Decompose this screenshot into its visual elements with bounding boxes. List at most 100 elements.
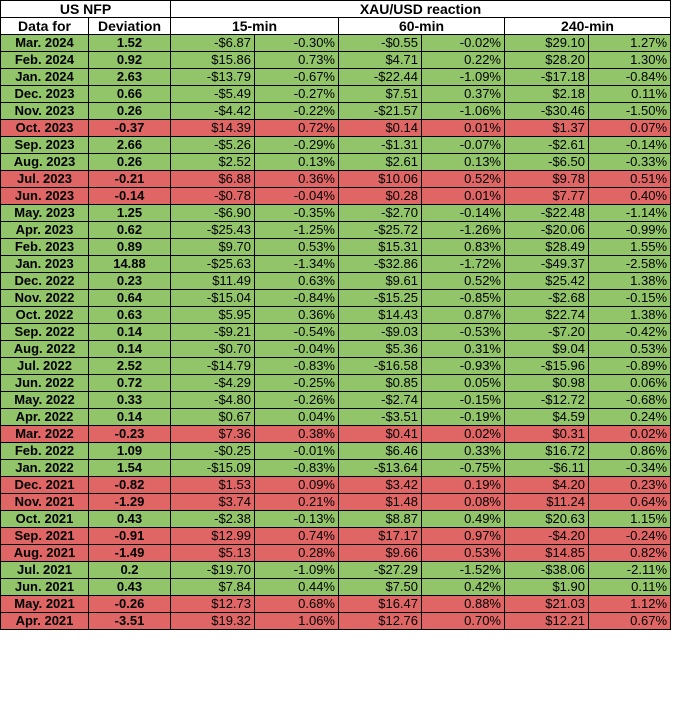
deviation-cell: 2.63 [88, 68, 171, 86]
change-240min-pct: -0.33% [587, 153, 672, 171]
change-15min-usd: $7.36 [170, 425, 255, 443]
date-cell: Oct. 2023 [0, 119, 89, 137]
change-15min-pct: 0.63% [254, 272, 339, 290]
change-240min-usd: $22.74 [504, 306, 589, 324]
change-60min-pct: 0.53% [421, 544, 505, 562]
change-15min-usd: -$5.26 [170, 136, 255, 154]
change-15min-usd: $9.70 [170, 238, 255, 256]
change-60min-usd: -$32.86 [338, 255, 422, 273]
change-60min-usd: $4.71 [338, 51, 422, 69]
change-15min-usd: -$0.78 [170, 187, 255, 205]
date-cell: Jun. 2022 [0, 374, 89, 392]
table-row: Feb. 2022 1.09 -$0.25 -0.01% $6.46 0.33% $16.7… [0, 442, 672, 460]
change-60min-usd: $8.87 [338, 510, 422, 528]
change-15min-usd: -$6.87 [170, 34, 255, 52]
date-cell: Oct. 2021 [0, 510, 89, 528]
date-cell: Sep. 2022 [0, 323, 89, 341]
deviation-cell: -1.49 [88, 544, 171, 562]
change-60min-pct: 0.19% [421, 476, 505, 494]
table-row: Jul. 2022 2.52 -$14.79 -0.83% -$16.58 -0.93% -… [0, 357, 672, 375]
deviation-cell: 0.66 [88, 85, 171, 103]
change-60min-usd: $10.06 [338, 170, 422, 188]
table-row: Apr. 2021 -3.51 $19.32 1.06% $12.76 0.70% $12.… [0, 612, 672, 630]
table-row: Dec. 2023 0.66 -$5.49 -0.27% $7.51 0.37% $2.18… [0, 85, 672, 103]
m15-header: 15-min [170, 17, 339, 35]
change-240min-pct: 0.07% [587, 119, 672, 137]
table-row: Mar. 2024 1.52 -$6.87 -0.30% -$0.55 -0.02% $29… [0, 34, 672, 52]
table-row: Oct. 2022 0.63 $5.95 0.36% $14.43 0.87% $22.74… [0, 306, 672, 324]
deviation-cell: -0.82 [88, 476, 171, 494]
date-cell: Nov. 2022 [0, 289, 89, 307]
change-15min-pct: -1.25% [254, 221, 339, 239]
table-row: Mar. 2022 -0.23 $7.36 0.38% $0.41 0.02% $0.31 0… [0, 425, 672, 443]
table-row: Jan. 2024 2.63 -$13.79 -0.67% -$22.44 -1.09% -… [0, 68, 672, 86]
change-240min-pct: 0.67% [587, 612, 672, 630]
change-60min-usd: -$1.31 [338, 136, 422, 154]
change-15min-usd: -$15.09 [170, 459, 255, 477]
date-cell: Feb. 2022 [0, 442, 89, 460]
change-240min-usd: $12.21 [504, 612, 589, 630]
change-240min-pct: 1.15% [587, 510, 672, 528]
change-15min-usd: -$4.42 [170, 102, 255, 120]
change-240min-usd: $28.20 [504, 51, 589, 69]
table-row: Feb. 2024 0.92 $15.86 0.73% $4.71 0.22% $28.20… [0, 51, 672, 69]
change-240min-usd: $1.37 [504, 119, 589, 137]
change-15min-pct: -0.30% [254, 34, 339, 52]
change-240min-pct: 1.27% [587, 34, 672, 52]
change-60min-pct: 0.01% [421, 119, 505, 137]
table-row: Nov. 2022 0.64 -$15.04 -0.84% -$15.25 -0.85% -… [0, 289, 672, 307]
change-60min-usd: $5.36 [338, 340, 422, 358]
deviation-cell: 2.66 [88, 136, 171, 154]
change-240min-pct: -0.42% [587, 323, 672, 341]
change-240min-pct: 0.02% [587, 425, 672, 443]
change-15min-usd: -$25.43 [170, 221, 255, 239]
change-240min-pct: -1.50% [587, 102, 672, 120]
date-cell: Dec. 2021 [0, 476, 89, 494]
table-row: Jun. 2022 0.72 -$4.29 -0.25% $0.85 0.05% $0.98… [0, 374, 672, 392]
change-240min-pct: 0.23% [587, 476, 672, 494]
date-cell: Jul. 2023 [0, 170, 89, 188]
change-60min-usd: $15.31 [338, 238, 422, 256]
change-60min-pct: 0.70% [421, 612, 505, 630]
table-row: Dec. 2022 0.23 $11.49 0.63% $9.61 0.52% $25.42… [0, 272, 672, 290]
change-240min-usd: $7.77 [504, 187, 589, 205]
change-15min-pct: -0.25% [254, 374, 339, 392]
deviation-cell: 0.33 [88, 391, 171, 409]
deviation-cell: 0.43 [88, 578, 171, 596]
deviation-header: Deviation [88, 17, 171, 35]
change-15min-pct: -0.67% [254, 68, 339, 86]
deviation-cell: -3.51 [88, 612, 171, 630]
change-60min-usd: $1.48 [338, 493, 422, 511]
change-15min-pct: -0.22% [254, 102, 339, 120]
change-240min-pct: 1.55% [587, 238, 672, 256]
change-15min-usd: -$0.70 [170, 340, 255, 358]
change-240min-usd: $14.85 [504, 544, 589, 562]
change-60min-pct: -0.85% [421, 289, 505, 307]
change-60min-usd: $3.42 [338, 476, 422, 494]
change-240min-pct: -0.15% [587, 289, 672, 307]
change-15min-pct: -0.29% [254, 136, 339, 154]
date-cell: Nov. 2023 [0, 102, 89, 120]
deviation-cell: 0.62 [88, 221, 171, 239]
change-15min-pct: 0.36% [254, 306, 339, 324]
change-15min-pct: 0.68% [254, 595, 339, 613]
table-row: Jun. 2021 0.43 $7.84 0.44% $7.50 0.42% $1.90 0.… [0, 578, 672, 596]
change-60min-usd: -$13.64 [338, 459, 422, 477]
change-240min-usd: $9.78 [504, 170, 589, 188]
change-15min-pct: 0.74% [254, 527, 339, 545]
change-15min-usd: -$13.79 [170, 68, 255, 86]
change-15min-usd: -$25.63 [170, 255, 255, 273]
change-15min-usd: $6.88 [170, 170, 255, 188]
table-row: Aug. 2022 0.14 -$0.70 -0.04% $5.36 0.31% $9.04… [0, 340, 672, 358]
change-60min-usd: $7.51 [338, 85, 422, 103]
change-15min-pct: -0.54% [254, 323, 339, 341]
change-60min-usd: -$15.25 [338, 289, 422, 307]
change-15min-usd: -$6.90 [170, 204, 255, 222]
change-15min-pct: -0.83% [254, 459, 339, 477]
change-240min-usd: $11.24 [504, 493, 589, 511]
change-240min-pct: 0.64% [587, 493, 672, 511]
table-row: Oct. 2023 -0.37 $14.39 0.72% $0.14 0.01% $1.37… [0, 119, 672, 137]
change-15min-usd: -$9.21 [170, 323, 255, 341]
change-240min-pct: -1.14% [587, 204, 672, 222]
table-row: Sep. 2021 -0.91 $12.99 0.74% $17.17 0.97% -$4.… [0, 527, 672, 545]
